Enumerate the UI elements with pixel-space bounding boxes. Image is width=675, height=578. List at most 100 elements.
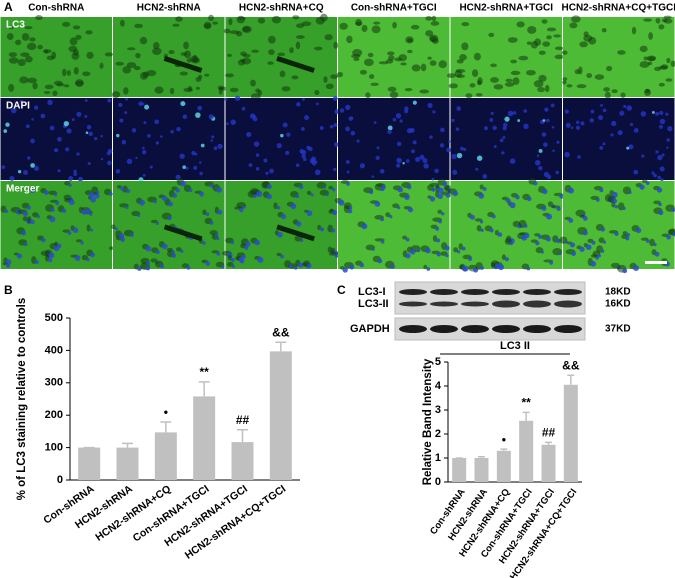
nucleus xyxy=(406,128,413,134)
nucleus xyxy=(556,140,560,144)
nucleus xyxy=(589,118,594,123)
cell xyxy=(336,71,344,78)
nucleus xyxy=(412,140,417,145)
nucleus xyxy=(311,156,317,162)
cell xyxy=(429,60,437,66)
band xyxy=(554,325,582,333)
nucleus xyxy=(238,257,244,263)
nucleus xyxy=(290,203,297,210)
cell xyxy=(86,224,91,232)
nucleus xyxy=(599,146,604,150)
cell xyxy=(643,18,653,22)
nucleus xyxy=(415,156,421,163)
cell xyxy=(323,76,328,84)
nucleus xyxy=(121,139,127,145)
nucleus xyxy=(161,243,168,250)
nucleus xyxy=(497,232,503,237)
nucleus xyxy=(54,193,58,197)
cell xyxy=(666,57,671,64)
cell xyxy=(516,21,525,28)
nucleus xyxy=(533,181,538,186)
y-tick-label: 0 xyxy=(57,474,63,486)
nucleus xyxy=(25,124,30,129)
y-axis-label: Relative Band Intensity xyxy=(422,358,434,485)
cell xyxy=(51,51,57,60)
cell xyxy=(562,77,568,81)
cell xyxy=(663,15,672,19)
nucleus xyxy=(404,106,409,111)
nucleus xyxy=(538,234,543,239)
nucleus xyxy=(639,184,645,190)
nucleus xyxy=(435,226,440,231)
significance: • xyxy=(164,405,168,419)
blot-gapdh xyxy=(394,317,586,341)
cell xyxy=(617,50,626,55)
nucleus xyxy=(502,135,506,139)
nucleus xyxy=(332,210,338,215)
y-tick-label: 500 xyxy=(45,312,63,324)
nucleus xyxy=(241,106,246,111)
nucleus xyxy=(138,101,144,107)
nucleus xyxy=(211,135,215,139)
nucleus xyxy=(451,153,457,160)
nucleus xyxy=(361,223,368,230)
nucleus xyxy=(659,110,664,115)
nucleus xyxy=(387,129,392,135)
nucleus xyxy=(276,205,281,210)
nucleus xyxy=(4,209,9,214)
nucleus xyxy=(1,165,6,170)
error-bar xyxy=(122,442,133,448)
cell xyxy=(590,254,598,258)
nucleus xyxy=(234,95,241,101)
nucleus xyxy=(135,156,138,160)
nucleus xyxy=(429,135,433,139)
cell xyxy=(29,37,36,42)
nucleus xyxy=(550,103,555,108)
nucleus xyxy=(145,266,151,271)
cell xyxy=(19,76,29,84)
nucleus xyxy=(322,185,326,189)
nucleus xyxy=(342,267,348,273)
nucleus xyxy=(468,256,473,262)
column-header: HCN2-shRNA+CQ+TGCI xyxy=(562,3,675,14)
panel-label: A xyxy=(4,0,13,14)
nucleus xyxy=(617,130,623,136)
cell xyxy=(273,202,278,210)
nucleus xyxy=(23,242,28,247)
cell xyxy=(389,91,399,99)
cell xyxy=(373,21,381,25)
nucleus xyxy=(161,195,168,202)
nucleus xyxy=(462,265,469,272)
blot-bands xyxy=(399,289,582,333)
nucleus xyxy=(396,157,402,164)
nucleus xyxy=(329,124,334,129)
nucleus xyxy=(315,102,319,106)
nucleus xyxy=(445,193,451,198)
nucleus xyxy=(267,184,272,190)
cell xyxy=(571,15,581,23)
cell xyxy=(111,224,116,230)
nucleus xyxy=(345,104,351,110)
column-header: HCN2-shRNA+TGCI xyxy=(459,3,553,14)
nucleus xyxy=(397,187,403,193)
cell xyxy=(400,62,407,66)
nucleus xyxy=(437,187,444,194)
nucleus xyxy=(86,124,92,130)
nucleus xyxy=(645,181,650,186)
nucleus xyxy=(575,120,580,124)
cell xyxy=(146,69,157,77)
nucleus xyxy=(44,190,49,195)
nucleus xyxy=(559,194,564,199)
nucleus xyxy=(339,108,345,113)
nucleus xyxy=(333,122,338,127)
nucleus xyxy=(482,187,487,191)
nucleus xyxy=(345,126,350,132)
nucleus xyxy=(31,118,34,121)
nucleus xyxy=(633,169,639,175)
error-bar xyxy=(500,448,508,451)
cell xyxy=(364,58,374,67)
nucleus xyxy=(446,147,451,153)
cell xyxy=(370,82,379,87)
nucleus xyxy=(246,131,252,138)
nucleus xyxy=(350,130,356,136)
